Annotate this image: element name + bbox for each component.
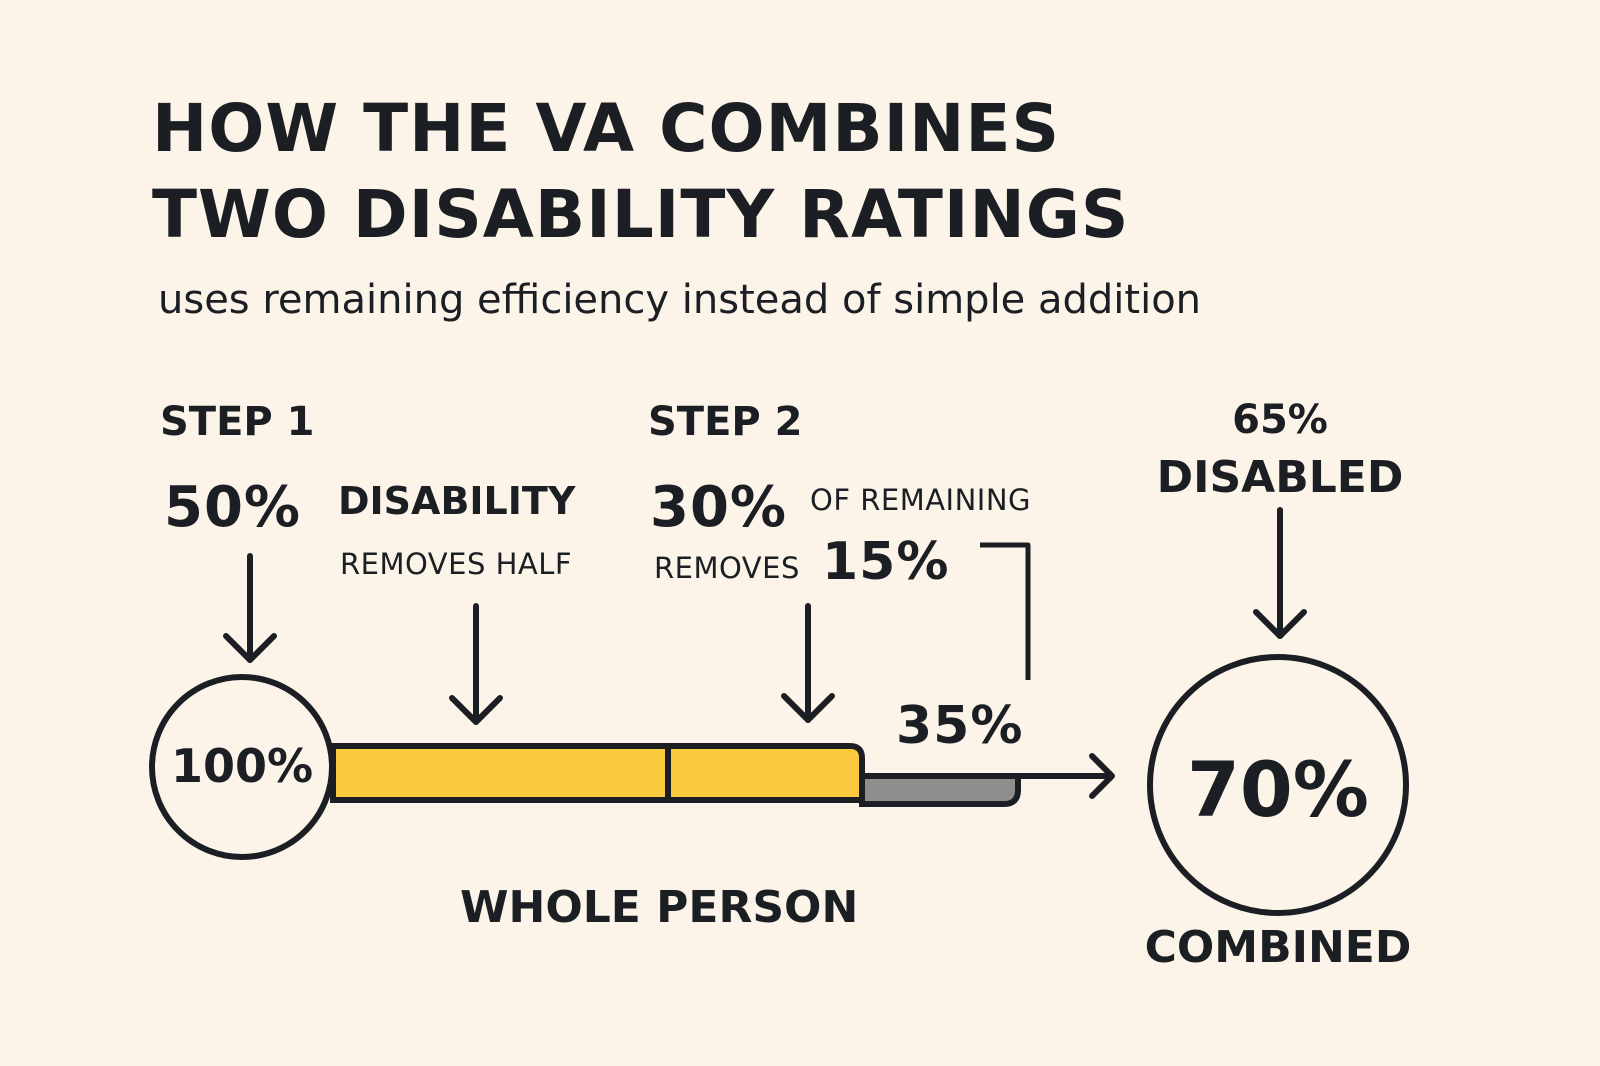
result-connector-arrowhead bbox=[1089, 753, 1115, 799]
page-subtitle: uses remaining efficiency instead of sim… bbox=[158, 277, 1202, 323]
bar-caption: WHOLE PERSON bbox=[460, 882, 859, 933]
step1-percent: 50% bbox=[164, 475, 302, 540]
start-circle-value: 100% bbox=[170, 739, 314, 793]
arrow-down-icon bbox=[781, 603, 835, 723]
page-title-line2: TWO DISABILITY RATINGS bbox=[152, 176, 1130, 253]
result-circle-value: 70% bbox=[1187, 745, 1369, 834]
step1-note: REMOVES HALF bbox=[340, 547, 573, 581]
bar-segment-step2 bbox=[665, 743, 865, 803]
result-headline-label: DISABLED bbox=[1156, 452, 1404, 503]
step2-label: STEP 2 bbox=[648, 399, 803, 445]
arrow-down-icon bbox=[449, 603, 503, 725]
remaining-percent: 35% bbox=[896, 696, 1024, 756]
step2-removed-percent: 15% bbox=[822, 532, 950, 592]
bar-segment-step1 bbox=[330, 743, 671, 803]
arrow-down-icon bbox=[1253, 507, 1307, 639]
arrow-down-icon bbox=[223, 553, 277, 663]
step2-descriptor: OF REMAINING bbox=[810, 483, 1032, 517]
bracket-connector bbox=[980, 542, 1031, 680]
result-caption: COMBINED bbox=[1144, 922, 1412, 973]
bar-segment-remaining bbox=[859, 773, 1021, 807]
step2-percent: 30% bbox=[650, 475, 788, 540]
page-title-line1: HOW THE VA COMBINES bbox=[152, 90, 1061, 167]
step1-label: STEP 1 bbox=[160, 399, 315, 445]
result-headline-value: 65% bbox=[1232, 397, 1328, 443]
step1-descriptor: DISABILITY bbox=[338, 479, 576, 523]
result-circle bbox=[1147, 654, 1409, 916]
step2-note: REMOVES bbox=[654, 551, 800, 585]
